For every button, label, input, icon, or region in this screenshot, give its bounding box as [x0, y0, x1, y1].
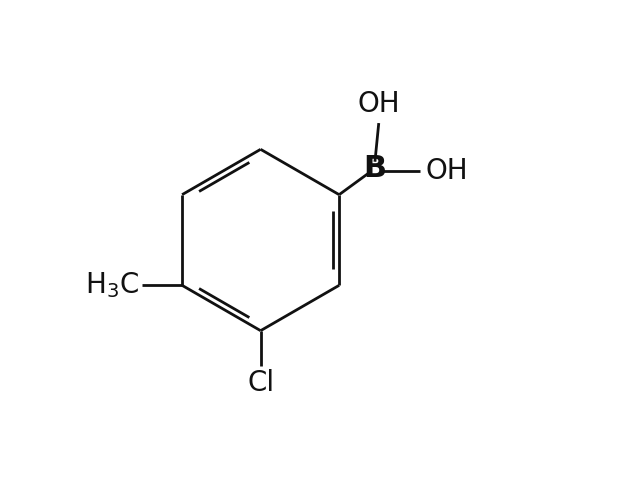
Text: B: B — [363, 154, 387, 183]
Text: $\mathsf{H_3C}$: $\mathsf{H_3C}$ — [85, 270, 139, 300]
Text: OH: OH — [425, 157, 468, 185]
Text: OH: OH — [357, 90, 400, 118]
Text: Cl: Cl — [247, 369, 274, 397]
